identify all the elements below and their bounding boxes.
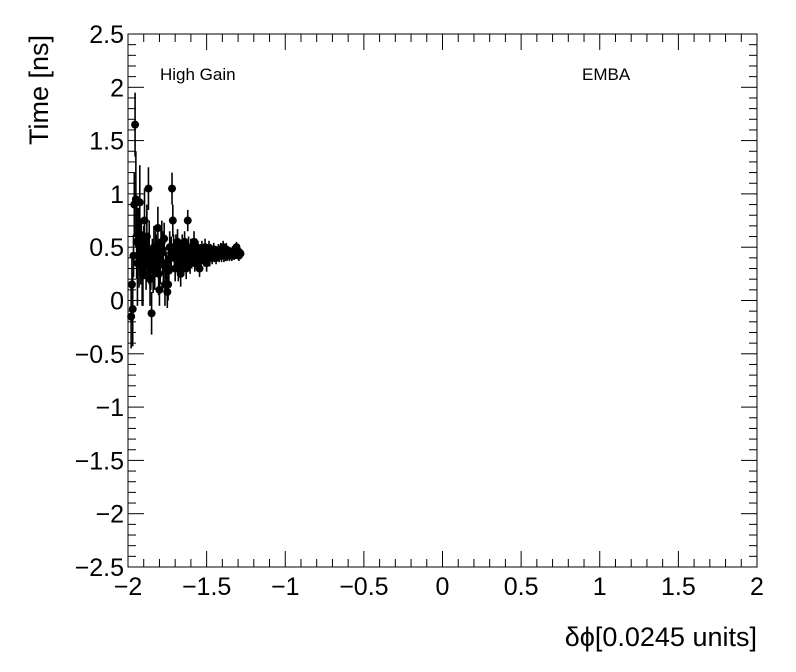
data-point	[145, 248, 154, 257]
plot-area-border	[127, 33, 758, 568]
data-point	[168, 216, 177, 225]
plot-frame	[127, 33, 758, 568]
x-tick-label: −1.5	[182, 573, 231, 601]
data-point	[176, 269, 185, 278]
data-point	[147, 309, 156, 318]
data-point	[128, 305, 137, 314]
data-point	[138, 269, 147, 278]
annotation-high-gain: High Gain	[160, 65, 236, 84]
data-point	[236, 249, 245, 258]
y-tick-label: 2.5	[89, 21, 124, 49]
data-point	[127, 280, 136, 289]
data-point	[155, 285, 164, 294]
tick-labels: −2 −1.5 −1 −0.5 0 0.5 1 1.5 2−2.5−2−1.5−1−0.500.…	[75, 21, 764, 601]
data-point	[168, 184, 177, 193]
data-point	[142, 259, 151, 268]
data-point	[153, 224, 162, 233]
y-tick-label: 1.5	[89, 128, 124, 156]
data-point	[134, 230, 143, 239]
data-point	[158, 248, 167, 257]
x-axis-title: δϕ[0.0245 units]	[565, 622, 757, 652]
y-tick-label: −1.5	[75, 447, 124, 475]
x-tick-label: −2	[114, 573, 143, 601]
data-point	[183, 216, 192, 225]
y-tick-label: 2	[110, 74, 124, 102]
data-point	[164, 266, 173, 275]
data-point	[173, 237, 182, 246]
annotation-emba: EMBA	[582, 65, 631, 84]
y-tick-label: 0	[110, 288, 124, 316]
data-point	[195, 264, 204, 273]
data-point	[133, 259, 142, 268]
data-point	[137, 241, 146, 250]
data-point	[160, 234, 169, 243]
x-tick-label: 1	[593, 573, 607, 601]
data-point	[135, 198, 144, 207]
x-tick-label: 0.5	[504, 573, 539, 601]
data-point	[131, 120, 140, 129]
y-tick-label: −1	[95, 394, 124, 422]
x-tick-label: −0.5	[339, 573, 388, 601]
y-tick-label: −2	[95, 501, 124, 529]
x-tick-label: 1.5	[661, 573, 696, 601]
data-point	[140, 216, 149, 225]
x-tick-label: 2	[750, 573, 764, 601]
y-tick-label: 1	[110, 181, 124, 209]
data-point	[164, 280, 173, 289]
y-tick-label: 0.5	[89, 234, 124, 262]
data-point	[146, 275, 155, 284]
data-point	[142, 232, 151, 241]
x-tick-label: 0	[436, 573, 450, 601]
y-tick-label: −0.5	[75, 341, 124, 369]
y-tick-label: −2.5	[75, 554, 124, 582]
data-points	[127, 120, 245, 321]
data-point	[154, 269, 163, 278]
data-point	[144, 184, 153, 193]
data-point	[129, 251, 138, 260]
x-tick-label: −1	[271, 573, 300, 601]
data-point	[127, 312, 136, 321]
axis-ticks	[127, 33, 758, 568]
data-point	[163, 287, 172, 296]
y-axis-title: Time [ns]	[24, 35, 54, 145]
